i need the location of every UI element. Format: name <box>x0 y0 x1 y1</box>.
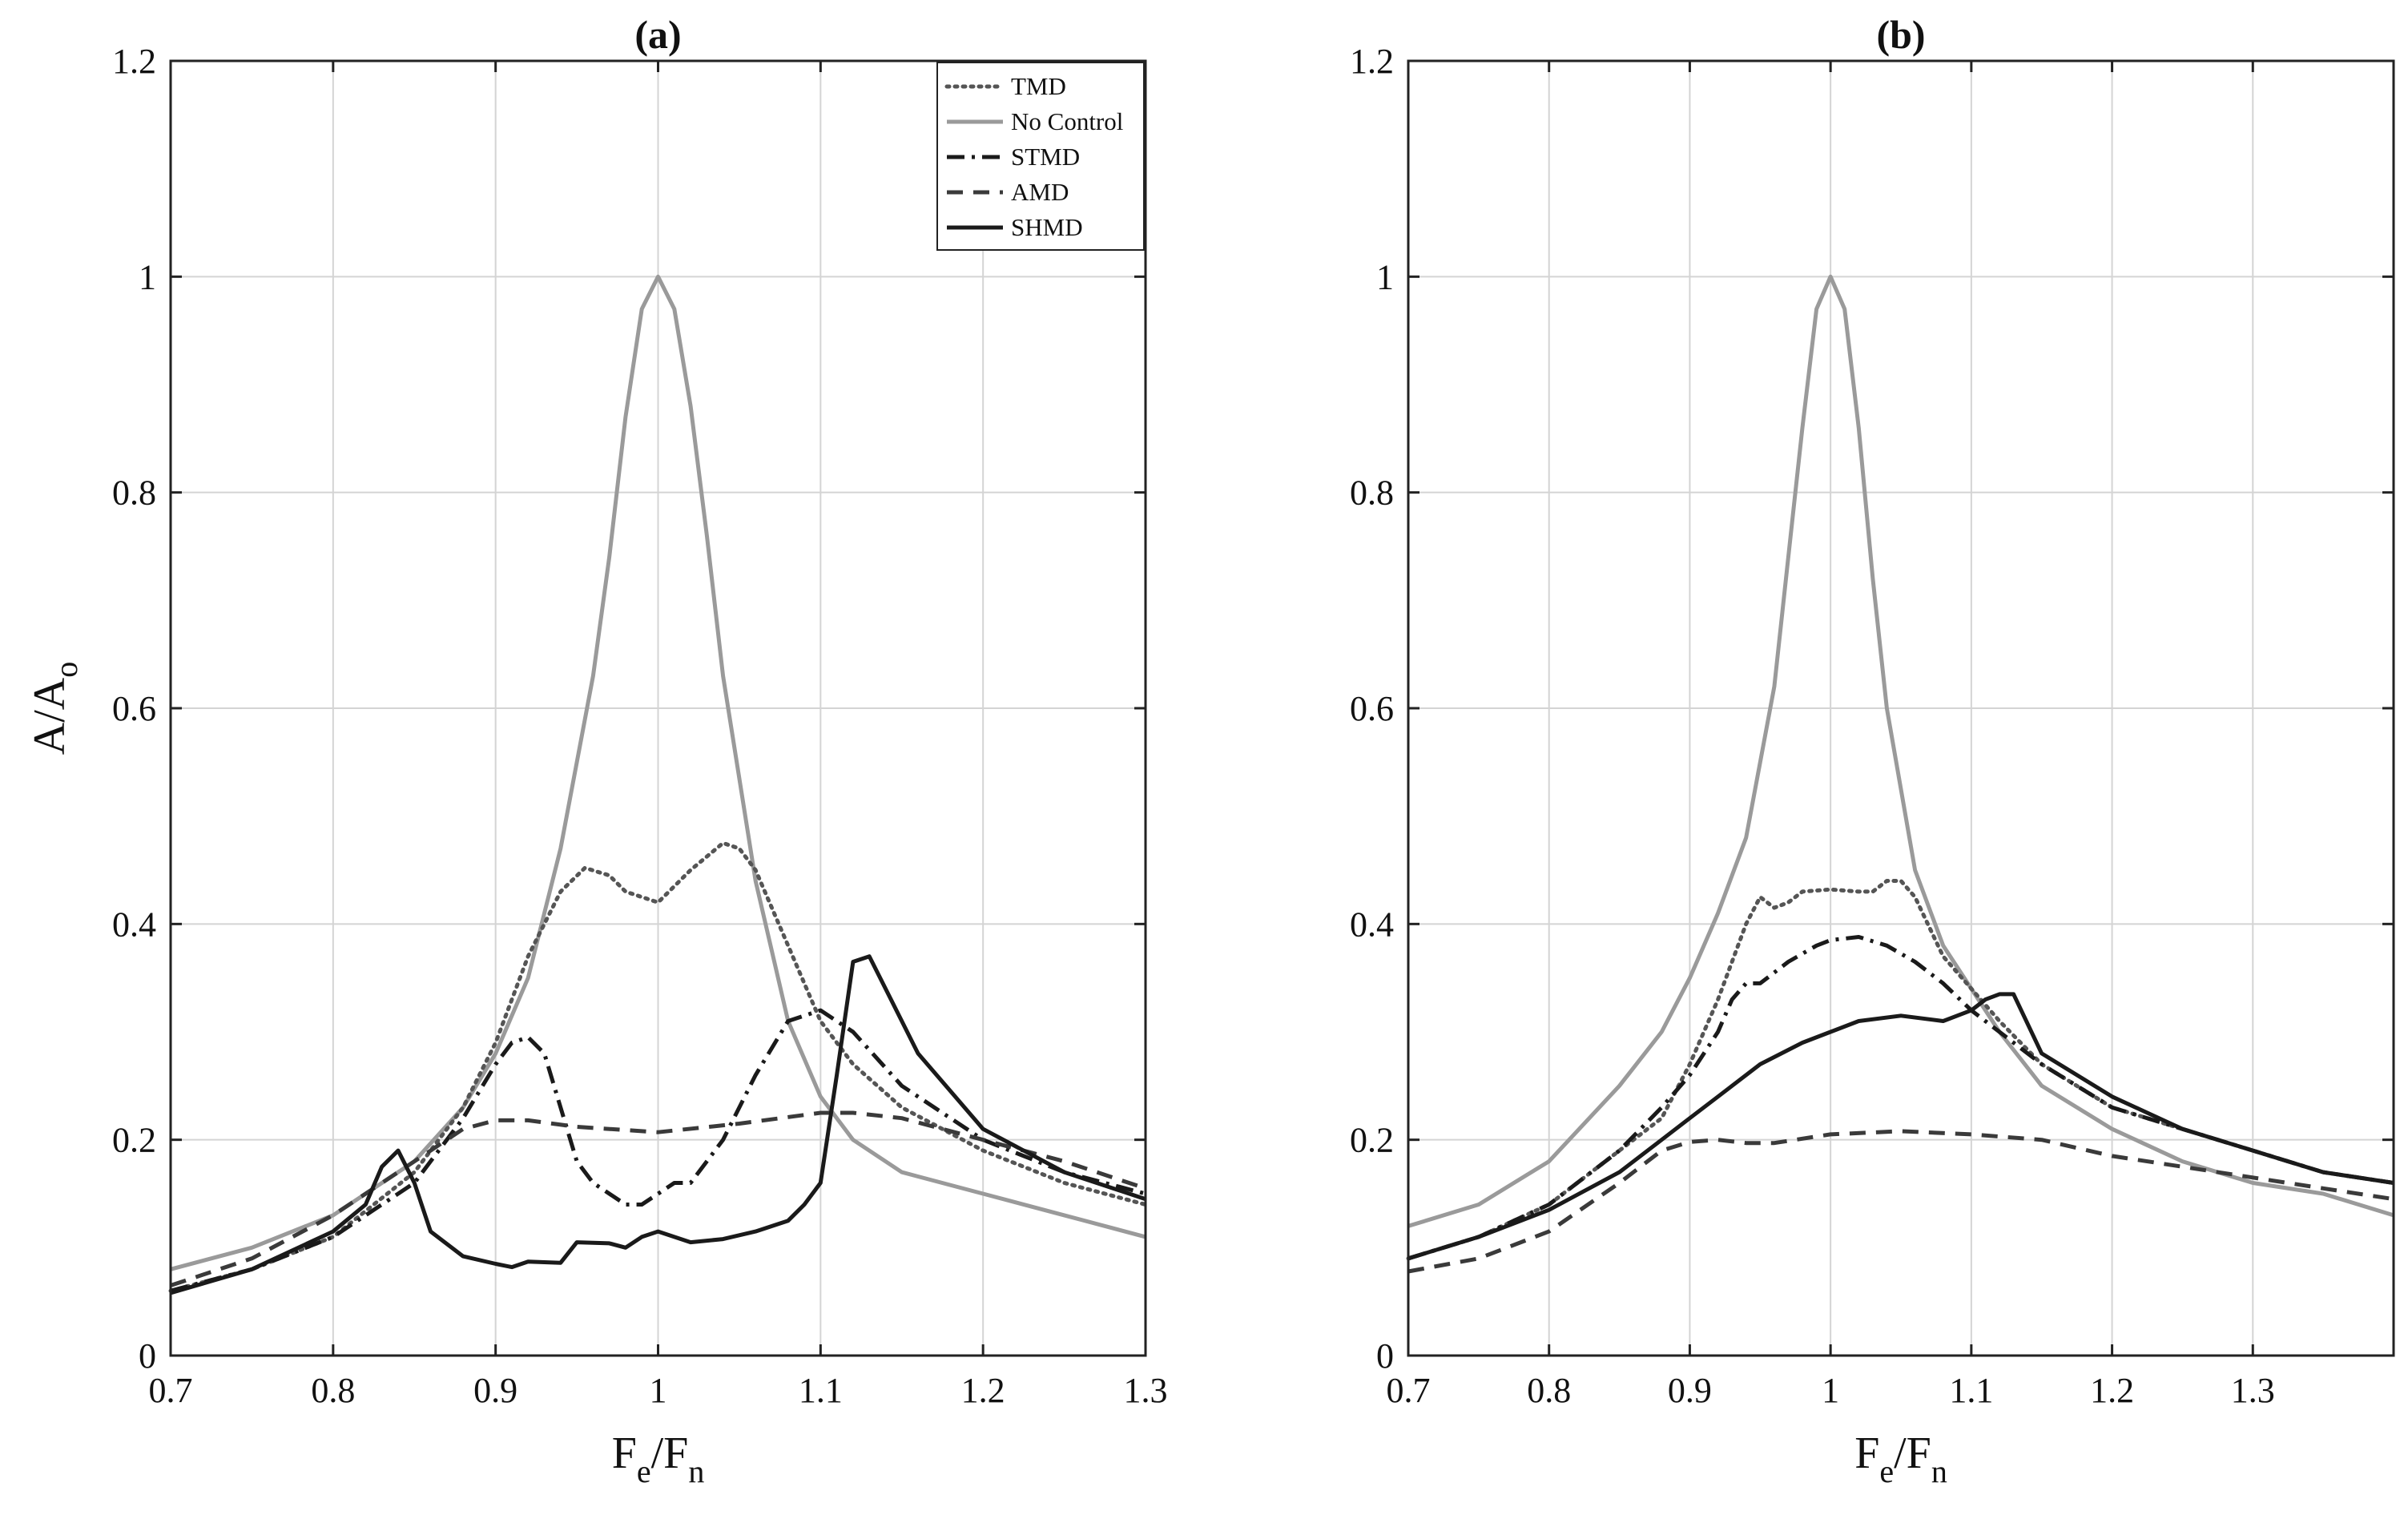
x-tick-label: 0.8 <box>311 1371 355 1410</box>
series-line-stmd <box>1407 935 2394 1261</box>
legend-label: No Control <box>1011 107 1123 135</box>
series-line-tmd <box>168 840 1148 1293</box>
x-tick-label: 1.1 <box>1949 1371 1993 1410</box>
series-line-shmd <box>1407 992 2394 1261</box>
x-tick-label: 1 <box>1822 1371 1839 1410</box>
chart-title: (b) <box>1876 12 1925 57</box>
y-tick-label: 0.4 <box>1350 905 1394 944</box>
x-tick-label: 0.8 <box>1527 1371 1571 1410</box>
y-tick-label: 0.2 <box>112 1121 156 1160</box>
y-tick-label: 0 <box>1376 1336 1394 1376</box>
series-line-amd <box>1407 1129 2394 1274</box>
y-tick-label: 1 <box>1376 257 1394 296</box>
legend-label: SHMD <box>1011 213 1083 241</box>
y-tick-label: 1.2 <box>1350 42 1394 81</box>
x-axis-label: Fe/Fn <box>1854 1428 1947 1489</box>
x-tick-label: 0.7 <box>149 1371 193 1410</box>
y-tick-label: 1 <box>139 257 156 296</box>
y-axis-label: A/Ao <box>25 662 84 755</box>
y-tick-label: 0.2 <box>1350 1121 1394 1160</box>
y-tick-label: 0.6 <box>1350 689 1394 728</box>
chart-panel-b: 0.7 0.8 0.9 1 1.1 1.2 1.3 0 0.2 0.4 0.6 0.8 1 1.2 (b) F… <box>1350 12 2396 1489</box>
x-tick-label: 1 <box>650 1371 667 1410</box>
y-tick-label: 0.6 <box>112 689 156 728</box>
x-axis-label: Fe/Fn <box>612 1428 705 1489</box>
y-tick-label: 0.4 <box>112 905 156 944</box>
legend-label: TMD <box>1011 72 1066 100</box>
chart-title: (a) <box>634 12 681 57</box>
x-tick-label: 0.7 <box>1387 1371 1431 1410</box>
x-tick-label: 0.9 <box>1668 1371 1712 1410</box>
x-tick-label: 1.3 <box>1124 1371 1168 1410</box>
y-tick-label: 0 <box>139 1336 156 1376</box>
y-tick-label: 0.8 <box>1350 473 1394 513</box>
y-tick-label: 1.2 <box>112 42 156 81</box>
y-tick-label: 0.8 <box>112 473 156 513</box>
legend: TMD No Control STMD AMD SHMD <box>936 62 1145 251</box>
x-tick-label: 0.9 <box>473 1371 517 1410</box>
x-tick-label: 1.2 <box>961 1371 1005 1410</box>
legend-label: STMD <box>1011 143 1080 171</box>
chart-panel-a: 0.7 0.8 0.9 1 1.1 1.2 1.3 0 0.2 0.4 0.6 0.8 1 1.2 (a) F… <box>25 12 1168 1489</box>
x-tick-label: 1.2 <box>2090 1371 2134 1410</box>
series-line-shmd <box>170 954 1146 1295</box>
x-tick-label: 1.1 <box>799 1371 843 1410</box>
legend-label: AMD <box>1011 178 1069 206</box>
x-tick-label: 1.3 <box>2231 1371 2275 1410</box>
series-line-no-control <box>1407 274 2394 1228</box>
series-line-stmd <box>170 1008 1146 1293</box>
